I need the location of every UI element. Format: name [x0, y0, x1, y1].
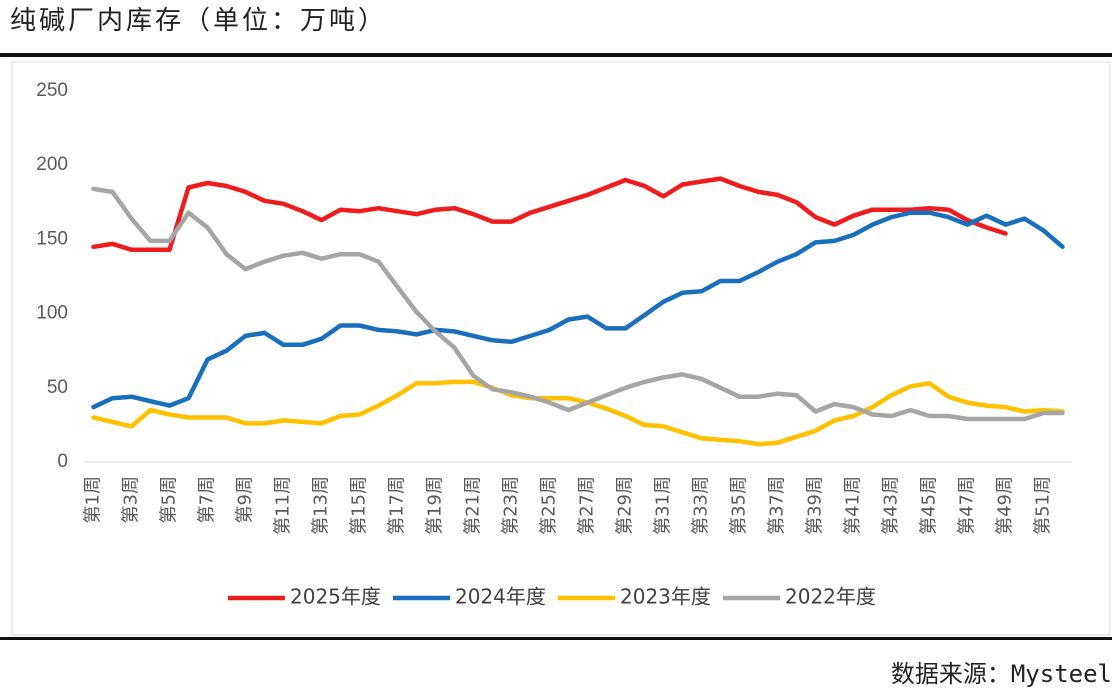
legend-label: 2022年度 [785, 585, 876, 609]
y-tick-label: 200 [36, 154, 68, 175]
y-tick-label: 0 [57, 451, 68, 472]
series-line [91, 186, 1065, 422]
x-tick-label: 第45周 [919, 476, 940, 535]
x-tick-label: 第19周 [425, 476, 446, 535]
x-tick-label: 第49周 [995, 476, 1016, 535]
x-tick-label: 第37周 [767, 476, 788, 535]
x-tick-label: 第17周 [387, 476, 408, 535]
chart-frame [11, 61, 1111, 636]
series-line [91, 210, 1065, 410]
x-tick-label: 第13周 [311, 476, 332, 535]
legend-label: 2023年度 [620, 585, 711, 609]
top-rule [0, 53, 1112, 57]
x-tick-label: 第39周 [805, 476, 826, 535]
x-tick-label: 第33周 [691, 476, 712, 535]
x-tick-label: 第15周 [349, 476, 370, 535]
x-tick-label: 第41周 [843, 476, 864, 535]
x-tick-label: 第5周 [159, 476, 180, 523]
x-tick-label: 第29周 [615, 476, 636, 535]
legend-label: 2024年度 [455, 585, 546, 609]
x-tick-label: 第47周 [957, 476, 978, 535]
x-tick-label: 第51周 [1033, 476, 1054, 535]
x-tick-label: 第3周 [121, 476, 142, 523]
y-tick-label: 250 [36, 80, 68, 101]
x-tick-label: 第35周 [729, 476, 750, 535]
y-tick-label: 100 [36, 303, 68, 324]
x-tick-label: 第31周 [653, 476, 674, 535]
x-tick-label: 第1周 [83, 476, 104, 523]
series-line [91, 379, 1065, 447]
x-tick-label: 第9周 [235, 476, 256, 523]
x-tick-label: 第11周 [273, 476, 294, 535]
source-note: 数据来源：Mysteel [891, 660, 1112, 688]
x-tick-label: 第43周 [881, 476, 902, 535]
x-tick-label: 第21周 [463, 476, 484, 535]
y-tick-label: 50 [47, 377, 68, 398]
x-tick-label: 第25周 [539, 476, 560, 535]
legend-label: 2025年度 [290, 585, 381, 609]
series-line [91, 176, 1008, 253]
chart-title: 纯碱厂内库存（单位：万吨） [10, 6, 387, 36]
x-tick-label: 第23周 [501, 476, 522, 535]
x-tick-label: 第7周 [197, 476, 218, 523]
x-tick-label: 第27周 [577, 476, 598, 535]
bottom-rule [0, 637, 1112, 640]
y-tick-label: 150 [36, 228, 68, 249]
